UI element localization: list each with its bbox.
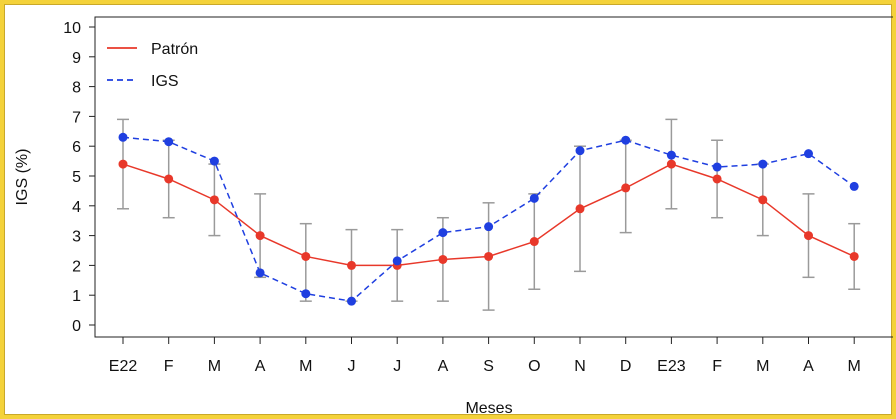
data-point-igs [712, 162, 722, 172]
y-tick-label: 1 [72, 288, 81, 305]
x-tick-label: A [803, 358, 814, 375]
y-tick-label: 7 [72, 109, 81, 126]
data-point-patron [849, 251, 859, 261]
data-point-patron [484, 251, 494, 261]
chart-frame: 0 1 2 3 4 5 6 7 8 9 10 E22 F M A M J J A S O N D E23 F M A M Patró… [4, 4, 893, 416]
data-point-igs [392, 256, 402, 266]
y-tick-label: 8 [72, 80, 81, 97]
y-tick-label: 3 [72, 229, 81, 246]
y-tick-label: 5 [72, 169, 81, 186]
data-point-patron [438, 254, 448, 264]
data-point-igs [666, 150, 676, 160]
y-tick-label: 0 [72, 318, 81, 335]
error-bars [117, 118, 861, 311]
x-axis-title: Meses [465, 400, 512, 416]
x-tick-label: M [208, 358, 221, 375]
x-tick-label: S [483, 358, 494, 375]
y-tick-label: 10 [63, 20, 81, 37]
x-tick-label: F [164, 358, 174, 375]
data-point-patron [529, 237, 539, 247]
x-tick-label: A [438, 358, 449, 375]
x-tick-label: M [756, 358, 769, 375]
x-axis: E22 F M A M J J A S O N D E23 F M A M [109, 336, 861, 375]
data-point-patron [118, 159, 128, 169]
x-tick-label: A [255, 358, 266, 375]
x-tick-label: D [620, 358, 632, 375]
data-point-patron [255, 231, 265, 241]
chart-svg: 0 1 2 3 4 5 6 7 8 9 10 E22 F M A M J J A S O N D E23 F M A M Patró… [14, 16, 893, 416]
data-point-patron [164, 174, 174, 184]
x-tick-label: M [848, 358, 861, 375]
x-tick-label: N [574, 358, 586, 375]
data-point-patron [804, 231, 813, 241]
data-point-patron [301, 251, 311, 261]
data-point-patron [712, 174, 722, 184]
data-point-igs [118, 132, 128, 142]
data-point-patron [575, 204, 585, 214]
x-tick-label: M [299, 358, 312, 375]
y-tick-label: 6 [72, 139, 81, 156]
data-point-igs [621, 135, 631, 145]
data-point-igs [438, 228, 448, 238]
x-tick-label: O [528, 358, 540, 375]
data-point-igs [575, 146, 585, 156]
legend: Patrón IGS [107, 41, 198, 90]
data-point-igs [529, 193, 539, 203]
x-tick-label: F [712, 358, 722, 375]
x-tick-label: E22 [109, 358, 138, 375]
y-tick-label: 4 [72, 199, 81, 216]
data-point-patron [758, 195, 768, 205]
y-axis: 0 1 2 3 4 5 6 7 8 9 10 [63, 20, 96, 335]
data-point-igs [849, 181, 859, 191]
data-point-igs [301, 289, 311, 299]
data-point-igs [758, 159, 768, 169]
data-point-patron [209, 195, 219, 205]
data-point-igs [255, 268, 265, 278]
data-point-igs [484, 222, 494, 232]
data-point-igs [209, 156, 219, 166]
x-tick-label: J [393, 358, 401, 375]
x-tick-label: J [348, 358, 356, 375]
y-axis-title: IGS (%) [14, 149, 31, 206]
y-tick-label: 2 [72, 258, 81, 275]
data-point-igs [164, 137, 174, 147]
data-point-patron [621, 183, 631, 193]
x-tick-label: E23 [657, 358, 686, 375]
data-point-patron [666, 159, 676, 169]
data-point-igs [347, 296, 356, 306]
legend-label: Patrón [151, 41, 198, 58]
series-points [118, 132, 859, 306]
data-point-igs [804, 149, 813, 159]
legend-label: IGS [151, 73, 179, 90]
y-tick-label: 9 [72, 50, 81, 67]
data-point-patron [347, 260, 356, 270]
